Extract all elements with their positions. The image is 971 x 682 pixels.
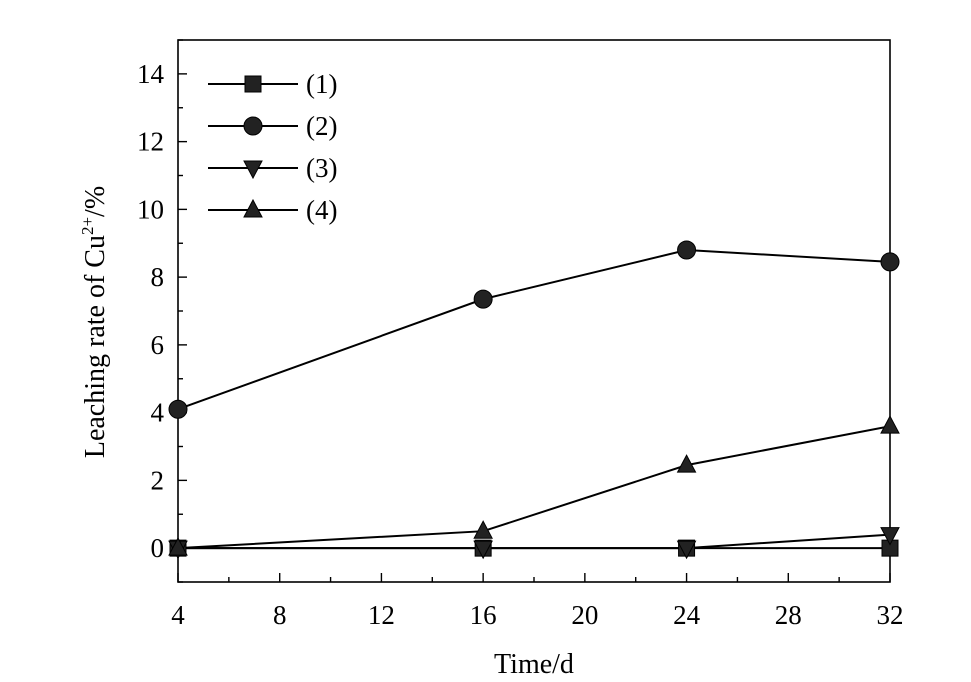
series-2-point — [473, 289, 493, 309]
y-axis-title-superscript: 2+ — [78, 217, 97, 235]
series-4-point — [168, 537, 188, 556]
series-line-2 — [177, 249, 891, 411]
x-axis-title: Time/d — [494, 649, 574, 680]
series-3-point — [676, 540, 697, 560]
x-tick-labels: 4 8 12 16 20 24 28 32 — [171, 600, 903, 630]
legend-label-4: (4) — [306, 195, 337, 225]
y-tick-label: 14 — [137, 59, 165, 89]
series-4-point — [880, 415, 900, 434]
axis-ticks — [177, 39, 891, 583]
series-4-point — [473, 520, 493, 539]
series-line-4 — [177, 425, 891, 550]
x-tick-label: 24 — [673, 600, 701, 630]
series-lines — [177, 249, 891, 550]
series-3-point — [473, 540, 493, 560]
series-markers — [168, 240, 900, 560]
x-tick-label: 12 — [368, 600, 395, 630]
y-tick-labels: 0 2 4 6 8 10 12 14 — [137, 59, 165, 563]
y-tick-label: 12 — [137, 127, 164, 157]
y-tick-label: 2 — [151, 465, 165, 495]
x-tick-label: 28 — [775, 600, 802, 630]
legend-marker-2 — [243, 116, 263, 136]
plot-frame — [177, 39, 891, 583]
x-tick-label: 32 — [877, 600, 904, 630]
legend: (1) (2) (3) (4) — [208, 69, 337, 225]
legend-label-1: (1) — [306, 69, 337, 99]
x-tick-label: 16 — [470, 600, 497, 630]
y-tick-label: 6 — [151, 330, 165, 360]
y-tick-label: 8 — [151, 262, 165, 292]
y-tick-label: 4 — [151, 398, 165, 428]
y-axis-title-main: Leaching rate of Cu — [80, 235, 111, 458]
legend-marker-4 — [243, 198, 263, 218]
series-2-point — [880, 252, 900, 272]
series-line-3 — [178, 533, 891, 550]
series-4-point — [676, 454, 697, 473]
legend-label-2: (2) — [306, 111, 337, 141]
series-2-point — [677, 240, 697, 260]
series-3-point — [880, 527, 900, 546]
y-tick-label: 0 — [151, 533, 165, 563]
legend-marker-1 — [244, 75, 262, 93]
x-tick-label: 8 — [273, 600, 287, 630]
legend-marker-3 — [243, 160, 263, 180]
y-axis-title: Leaching rate of Cu2+/% — [78, 186, 111, 458]
legend-label-3: (3) — [306, 153, 337, 183]
y-tick-label: 10 — [137, 194, 164, 224]
series-2-point — [168, 399, 188, 419]
y-axis-title-unit: /% — [80, 186, 111, 217]
x-tick-label: 20 — [571, 600, 598, 630]
x-tick-label: 4 — [171, 600, 185, 630]
